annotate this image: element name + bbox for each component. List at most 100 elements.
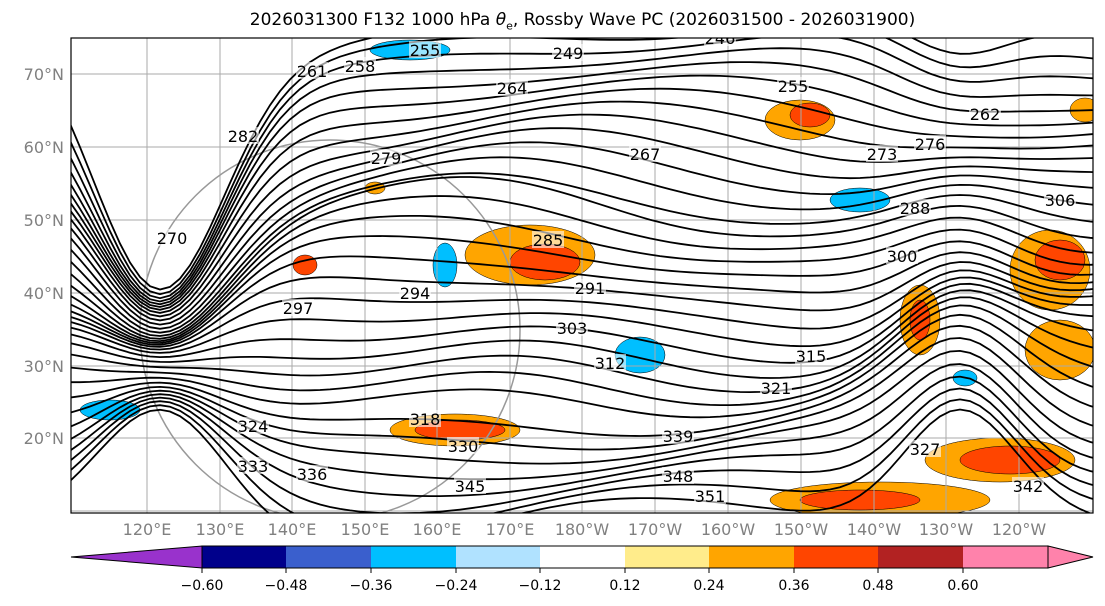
contour-label: 324 bbox=[238, 417, 269, 436]
theta-e-contours bbox=[71, 38, 1093, 513]
anomaly-region bbox=[799, 489, 921, 511]
lon-label: 120°W bbox=[992, 520, 1047, 539]
anomaly-region bbox=[432, 242, 458, 288]
contour-line bbox=[71, 363, 1093, 481]
map-title: 2026031300 F132 1000 hPa θe, Rossby Wave… bbox=[249, 10, 916, 33]
contour-label: 285 bbox=[533, 231, 564, 250]
anomaly-region bbox=[1024, 319, 1093, 381]
colorbar-tick-label: −0.24 bbox=[435, 578, 478, 594]
colorbar-extend-low bbox=[70, 545, 203, 569]
colorbar-tick-label: 0.36 bbox=[778, 578, 809, 594]
contour-line bbox=[71, 235, 1093, 344]
contour-line bbox=[71, 408, 1092, 513]
colorbar-segment bbox=[878, 546, 963, 568]
contour-line bbox=[71, 113, 1093, 318]
colorbar-segment bbox=[963, 546, 1048, 568]
lon-label: 130°E bbox=[196, 520, 245, 539]
contour-label: 255 bbox=[410, 41, 441, 60]
contour-label: 336 bbox=[297, 465, 328, 484]
contour-line bbox=[71, 156, 1093, 330]
colorbar-tick-label: −0.36 bbox=[350, 578, 393, 594]
contour-label: 306 bbox=[1045, 191, 1076, 210]
contour-line bbox=[71, 387, 1093, 513]
colorbar-segment bbox=[794, 546, 878, 568]
contour-label: 297 bbox=[283, 299, 314, 318]
contour-line bbox=[71, 215, 1093, 343]
contour-line bbox=[71, 61, 1093, 306]
lon-label: 140°E bbox=[268, 520, 317, 539]
lat-label: 30°N bbox=[24, 357, 64, 376]
colorbar-tick-label: −0.12 bbox=[519, 578, 562, 594]
contour-label: 255 bbox=[778, 77, 809, 96]
contour-line bbox=[71, 324, 1093, 437]
contour-label: 303 bbox=[557, 319, 588, 338]
colorbar-segment bbox=[371, 546, 456, 568]
contour-line bbox=[71, 195, 1093, 340]
colorbar-extend-high bbox=[1047, 545, 1094, 569]
contour-label: 249 bbox=[553, 44, 584, 63]
contour-label: 300 bbox=[887, 247, 918, 266]
contour-label: 348 bbox=[663, 467, 694, 486]
contour-line bbox=[71, 349, 1093, 465]
contour-line bbox=[71, 337, 1093, 451]
contour-line bbox=[71, 398, 1093, 513]
contour-label: 276 bbox=[915, 135, 946, 154]
lon-label: 170°E bbox=[486, 520, 535, 539]
contour-line bbox=[71, 375, 1093, 497]
contour-label: 273 bbox=[867, 145, 898, 164]
lat-label: 50°N bbox=[24, 211, 64, 230]
colorbar-tick-label: −0.48 bbox=[265, 578, 308, 594]
lon-label: 170°W bbox=[628, 520, 683, 539]
contour-line bbox=[71, 304, 1093, 406]
contour-label: 264 bbox=[497, 79, 528, 98]
contour-label: 258 bbox=[345, 57, 376, 76]
contour-line bbox=[71, 127, 1093, 322]
contour-line bbox=[71, 38, 1093, 296]
colorbar-tick-label: 0.24 bbox=[693, 578, 724, 594]
contour-label: 279 bbox=[371, 149, 402, 168]
colorbar-segment bbox=[286, 546, 371, 568]
colorbar-tick-label: −0.60 bbox=[181, 578, 224, 594]
lon-label: 150°W bbox=[774, 520, 829, 539]
colorbar-segment bbox=[709, 546, 794, 568]
contour-line bbox=[71, 276, 1093, 354]
contour-line bbox=[71, 87, 1093, 311]
contour-label: 315 bbox=[796, 347, 827, 366]
lon-label: 160°E bbox=[413, 520, 462, 539]
contour-line bbox=[71, 47, 1093, 303]
contour-labels: 246 249 255 258 261 264 255 267 273 276 282 279 262 3… bbox=[156, 29, 1076, 506]
colorbar-segment bbox=[202, 546, 286, 568]
lon-label: 120°E bbox=[123, 520, 172, 539]
lon-label: 160°W bbox=[701, 520, 756, 539]
lat-label: 20°N bbox=[24, 429, 64, 448]
colorbar bbox=[70, 545, 1094, 569]
colorbar-tick-label: 0.12 bbox=[609, 578, 640, 594]
contour-label: 312 bbox=[595, 354, 626, 373]
contour-label: 321 bbox=[761, 379, 792, 398]
contour-line bbox=[71, 296, 1093, 394]
contour-line bbox=[71, 141, 1093, 326]
colorbar-segment bbox=[625, 546, 709, 568]
lon-label: 130°W bbox=[919, 520, 974, 539]
contour-label: 327 bbox=[910, 440, 941, 459]
lon-label: 150°E bbox=[341, 520, 390, 539]
contour-label: 282 bbox=[228, 127, 259, 146]
contour-line bbox=[71, 172, 1093, 334]
contour-label: 261 bbox=[297, 62, 328, 81]
colorbar-segment bbox=[540, 546, 625, 568]
contour-line bbox=[71, 38, 1038, 291]
contour-line bbox=[71, 269, 1093, 351]
contour-label: 262 bbox=[970, 105, 1001, 124]
contour-label: 270 bbox=[157, 229, 188, 248]
contour-line bbox=[71, 251, 1093, 346]
contour-label: 246 bbox=[705, 29, 736, 48]
colorbar-segment bbox=[456, 546, 540, 568]
lon-label: 140°W bbox=[847, 520, 902, 539]
map-frame bbox=[70, 37, 1094, 514]
contour-label: 291 bbox=[575, 279, 606, 298]
contour-label: 267 bbox=[630, 145, 661, 164]
colorbar-tick-label: 0.60 bbox=[947, 578, 978, 594]
lat-label: 60°N bbox=[24, 138, 64, 157]
contour-label: 330 bbox=[448, 437, 479, 456]
